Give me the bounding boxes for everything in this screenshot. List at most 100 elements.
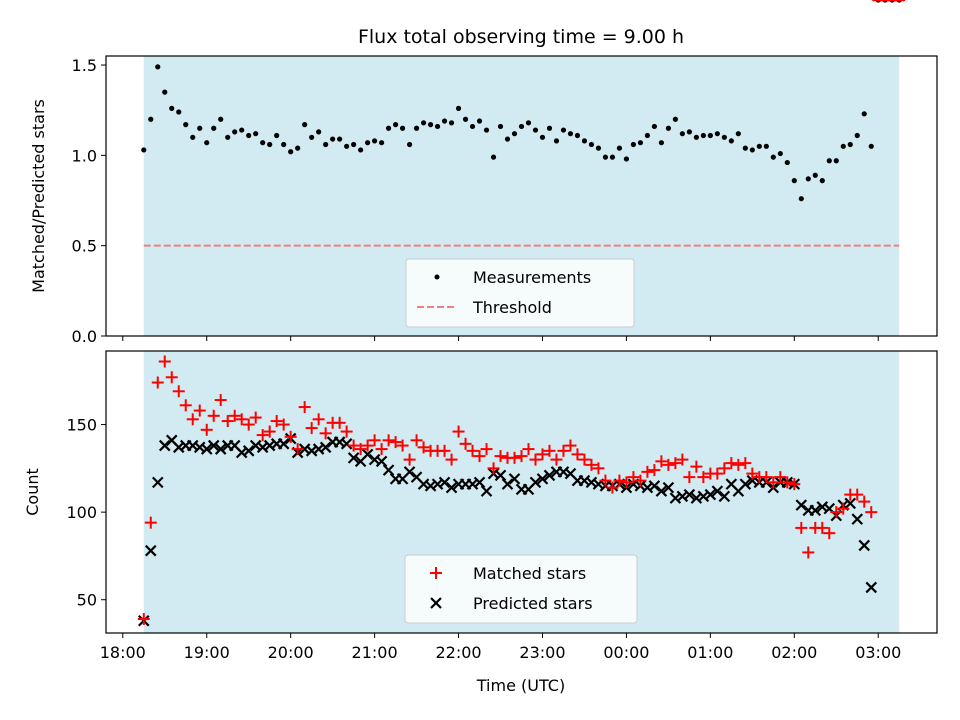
legend-label-measurements: Measurements	[473, 268, 591, 287]
measurement-point	[854, 132, 860, 139]
predicted-star-point	[536, 473, 549, 485]
measurement-point	[749, 147, 755, 153]
predicted-star-point	[347, 452, 360, 464]
predicted-star-point	[858, 539, 871, 552]
matched-star-point	[536, 448, 549, 461]
matched-star-point	[221, 415, 234, 428]
measurement-point	[358, 147, 364, 153]
matched-star-point	[760, 471, 773, 484]
top-legend: Measurements Threshold	[405, 258, 635, 328]
measurement-point	[602, 154, 609, 160]
top-y-tick-label-0: 0.0	[72, 327, 97, 346]
measurement-point	[183, 122, 189, 128]
matched-star-point	[389, 436, 402, 449]
matched-star-point	[550, 453, 563, 466]
x-tick-label-7: 01:00	[687, 643, 733, 662]
predicted-star-point	[809, 504, 822, 517]
top-legend-box	[405, 258, 635, 328]
measurement-point	[476, 118, 483, 124]
measurement-point	[351, 141, 357, 148]
measurement-point	[218, 116, 224, 122]
predicted-star-points	[137, 0, 905, 627]
measurement-point	[609, 154, 616, 160]
measurement-point	[868, 143, 874, 149]
measurement-point	[812, 172, 818, 178]
bottom-x-axis: 18:00 19:00 20:00 21:00 22:00 23:00 00:00 01:00…	[100, 633, 901, 662]
measurement-point	[518, 123, 525, 130]
matched-star-point	[200, 423, 213, 436]
matched-star-point	[529, 453, 542, 466]
matched-star-point	[410, 434, 423, 447]
measurement-point	[176, 109, 182, 115]
measurement-point	[511, 131, 518, 137]
predicted-star-point	[704, 488, 717, 501]
x-tick-label-9: 03:00	[855, 643, 901, 662]
measurement-point	[707, 132, 713, 139]
bottom-y-tick-label-2: 150	[66, 416, 97, 435]
matched-star-point	[298, 401, 311, 414]
predicted-star-point	[739, 478, 752, 490]
predicted-star-point	[375, 455, 388, 468]
measurement-point	[448, 120, 455, 126]
measurement-point	[784, 159, 790, 166]
predicted-star-point	[795, 499, 808, 511]
matched-star-point	[851, 488, 864, 501]
matched-star-point	[746, 467, 759, 480]
measurement-point	[406, 141, 413, 148]
matched-star-point	[179, 399, 192, 412]
measurement-point	[679, 131, 685, 137]
matched-star-point	[172, 385, 185, 398]
measurement-point	[441, 118, 448, 124]
matched-star-point	[837, 502, 850, 515]
matched-star-point	[655, 455, 668, 468]
measurement-point	[141, 147, 147, 153]
matched-star-point	[228, 409, 241, 422]
measurement-point	[595, 145, 602, 151]
matched-star-point	[599, 474, 612, 487]
matched-star-point	[858, 495, 871, 508]
measurement-point	[267, 141, 273, 148]
measurement-point	[365, 140, 371, 146]
matched-star-point	[627, 471, 640, 484]
measurement-point	[672, 116, 678, 122]
predicted-star-point	[851, 513, 864, 525]
measurement-point	[455, 105, 462, 111]
x-tick-label-5: 23:00	[519, 643, 565, 662]
measurement-point	[155, 64, 161, 70]
matched-star-point	[284, 430, 297, 443]
measurement-point	[728, 138, 734, 144]
measurement-point	[742, 145, 748, 151]
predicted-star-point	[529, 476, 542, 489]
top-axes-frame	[105, 55, 938, 337]
measurement-point	[204, 140, 210, 146]
predicted-star-point	[151, 476, 164, 489]
predicted-star-point	[214, 443, 227, 455]
measurement-point	[735, 131, 741, 137]
top-y-axis-label: Matched/Predicted stars	[29, 99, 48, 293]
measurement-point	[637, 140, 644, 146]
matched-star-point	[634, 474, 647, 487]
measurement-point	[253, 131, 259, 137]
predicted-star-point	[501, 478, 514, 490]
measurement-point	[372, 138, 378, 144]
matched-star-point	[718, 462, 731, 475]
predicted-star-point	[403, 466, 416, 478]
bottom-axes-frame	[105, 350, 938, 634]
predicted-star-point	[865, 581, 878, 594]
predicted-star-point	[207, 439, 220, 452]
measurement-point	[469, 123, 476, 130]
matched-star-point	[361, 439, 374, 452]
matched-star-point	[417, 441, 430, 454]
measurement-point	[665, 125, 671, 131]
top-y-tick-label-2: 1.0	[72, 146, 97, 165]
measurement-point	[700, 132, 706, 139]
matched-star-point	[781, 476, 794, 489]
matched-star-point	[137, 612, 150, 625]
measurement-point	[539, 134, 546, 140]
matched-star-point	[585, 458, 598, 471]
measurement-point	[861, 111, 867, 117]
measurement-point	[190, 134, 196, 140]
measurement-point	[288, 149, 294, 155]
predicted-star-point	[382, 464, 395, 476]
